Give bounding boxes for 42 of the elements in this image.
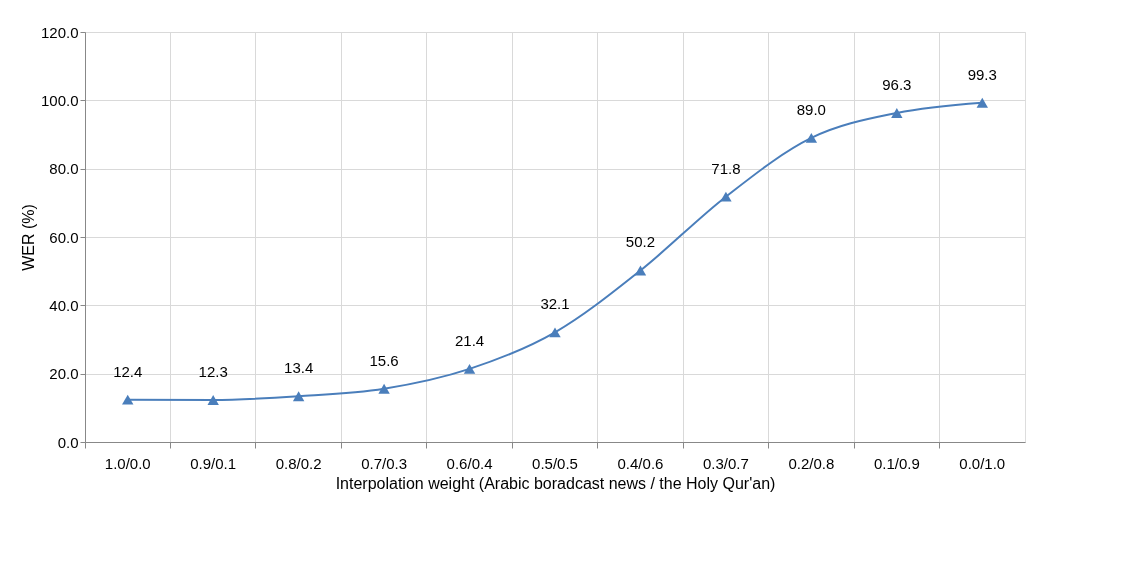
x-axis-title: Interpolation weight (Arabic boradcast news / the Holy Qur'an): [335, 474, 776, 492]
data-label: 15.6: [369, 351, 399, 369]
y-tick-label: 40.0: [49, 296, 79, 314]
y-tick-label: 120.0: [40, 23, 79, 41]
point: [891, 108, 903, 118]
x-tick-label: 0.5/0.5: [532, 454, 578, 472]
point: [549, 327, 561, 338]
data-label: 50.2: [625, 233, 656, 251]
data-label: 12.3: [198, 362, 228, 380]
data-label: 96.3: [882, 75, 912, 93]
point: [292, 391, 305, 402]
x-tick-label: 0.2/0.8: [788, 454, 835, 472]
point: [378, 383, 390, 394]
x-tick-label: 0.7/0.3: [361, 454, 408, 472]
point: [976, 97, 988, 108]
x-tick-label: 1.0/0.0: [104, 454, 151, 472]
data-label: 99.3: [967, 65, 997, 83]
x-tick-label: 0.4/0.6: [617, 454, 664, 472]
data-label: 71.8: [711, 159, 741, 177]
x-tick-label: 0.1/0.9: [873, 454, 920, 472]
x-tick-label: 0.6/0.4: [446, 454, 493, 472]
data-label: 12.4: [113, 362, 143, 380]
point: [207, 395, 219, 405]
point: [634, 265, 647, 276]
x-tick-label: 0.9/0.1: [190, 454, 237, 472]
point: [463, 363, 476, 374]
y-tick-label: 20.0: [49, 365, 79, 383]
y-axis-title: WER (%): [19, 204, 37, 271]
y-tick-label: 60.0: [49, 228, 79, 246]
data-label: 32.1: [540, 295, 570, 313]
y-tick-label: 100.0: [40, 91, 79, 109]
y-tick-label: 0.0: [57, 433, 79, 451]
data-label: 21.4: [454, 331, 485, 349]
data-label: 13.4: [284, 359, 314, 377]
y-tick-label: 80.0: [49, 160, 79, 178]
point: [122, 394, 134, 405]
x-tick-label: 0.8/0.2: [275, 454, 322, 472]
data-label: 89.0: [796, 100, 826, 118]
x-tick-label: 0.3/0.7: [702, 454, 749, 472]
point: [720, 191, 732, 202]
x-tick-label: 0.0/1.0: [959, 454, 1006, 472]
point: [805, 132, 818, 143]
